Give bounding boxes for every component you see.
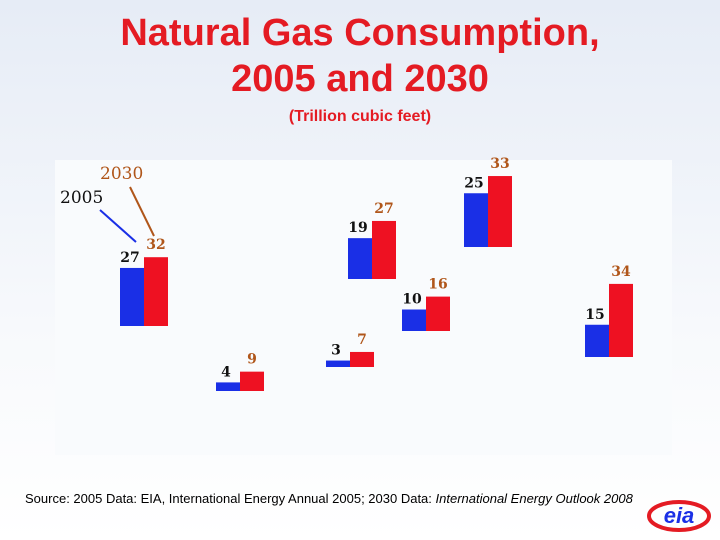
value-label-2030-group-7: 34 [611,264,631,280]
value-label-2005-group-4: 19 [348,220,367,236]
bar-2005-group-1 [120,267,144,326]
legend-leader-2030 [129,186,155,237]
title-line-2: 2005 and 2030 [231,58,489,100]
bar-2030-group-4 [372,220,396,279]
bar-2005-group-5 [402,309,426,331]
legend-label-2030: 2030 [100,164,143,184]
chart-subtitle: (Trillion cubic feet) [288,108,432,125]
value-label-2005-group-2: 4 [221,364,231,380]
value-label-2005-group-5: 10 [402,292,422,308]
legend-label-2005: 2005 [60,188,103,208]
value-label-2005-group-6: 25 [464,175,483,191]
bar-2005-group-2 [216,382,240,391]
value-label-2005-group-7: 15 [585,307,604,323]
value-label-2005-group-1: 27 [120,250,139,266]
bar-2030-group-6 [488,176,512,247]
legend-leader-2005 [99,209,137,243]
bar-2030-group-1 [144,257,168,326]
legend-leader-lines [99,186,155,243]
value-label-2030-group-4: 27 [374,201,393,217]
value-label-2005-group-3: 3 [331,343,341,359]
value-label-2030-group-3: 7 [357,332,367,348]
bar-2005-group-6 [464,193,488,247]
value-label-2030-group-6: 33 [490,156,509,172]
bar-2005-group-7 [585,324,609,357]
bar-2030-group-7 [609,283,633,357]
bar-2030-group-3 [350,351,374,367]
chart-title: Natural Gas Consumption, 2005 and 2030 [0,10,720,102]
source-publication: International Energy Outlook 2008 [435,491,633,506]
value-label-2030-group-1: 32 [146,237,165,253]
value-label-2030-group-2: 9 [247,352,257,368]
eia-logo: eia [647,500,711,532]
value-label-2030-group-5: 16 [428,277,447,293]
source-text: Source: 2005 Data: EIA, International En… [25,491,436,506]
bar-2005-group-4 [348,238,372,279]
title-line-1: Natural Gas Consumption, [120,12,600,54]
bar-2030-group-2 [240,371,264,391]
bar-2005-group-3 [326,360,350,367]
bar-2030-group-5 [426,296,450,331]
source-note: Source: 2005 Data: EIA, International En… [25,490,655,507]
logo-text: eia [664,503,695,528]
logo-swoosh [647,500,711,532]
